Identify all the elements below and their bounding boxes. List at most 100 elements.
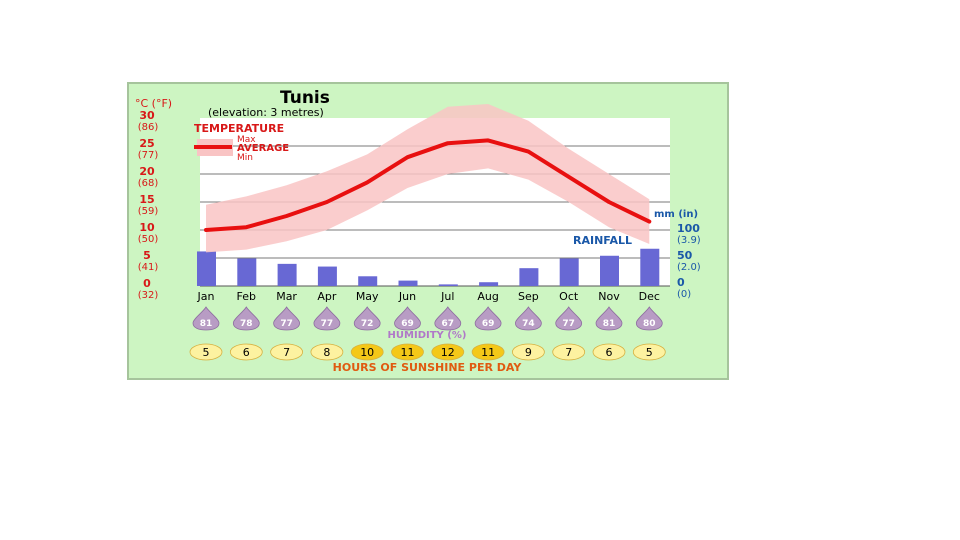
month-label: Jun [398, 290, 416, 303]
rainfall-bars [197, 248, 660, 286]
month-label: Nov [598, 290, 620, 303]
humidity-value: 81 [603, 319, 616, 329]
legend-max: Max [237, 135, 256, 145]
sunshine-label: HOURS OF SUNSHINE PER DAY [333, 361, 523, 374]
rainfall-bar [398, 280, 418, 286]
temperature-axis-ticks: 30(86) 25(77) 20(68) 15(59) 10(50) 5(41) 0(32) [138, 109, 159, 301]
humidity-row: 81 78 77 77 72 69 67 69 74 77 81 80 [192, 306, 663, 331]
sunshine-disc [270, 343, 304, 361]
temperature-legend-title: TEMPERATURE [194, 122, 284, 135]
rainfall-bar [197, 251, 216, 286]
sunshine-disc [632, 343, 666, 361]
rainfall-axis-ticks: 100(3.9) 50(2.0) 0(0) [677, 222, 701, 300]
humidity-drop [595, 306, 623, 331]
humidity-value: 69 [482, 319, 495, 329]
rainfall-tick-in: (2.0) [677, 262, 701, 273]
rainfall-tick-in: (3.9) [677, 235, 701, 246]
chart-title: Tunis [280, 88, 330, 108]
temperature-point [647, 220, 651, 224]
month-label: Dec [639, 290, 660, 303]
humidity-value: 72 [361, 319, 374, 329]
sunshine-disc [431, 343, 465, 361]
sunshine-disc [189, 343, 223, 361]
humidity-drop [192, 306, 220, 331]
temperature-tick-c: 5 [143, 249, 151, 262]
humidity-label: HUMIDITY (%) [388, 330, 467, 341]
temperature-tick-c: 25 [139, 137, 154, 150]
month-labels: Jan Feb Mar Apr May Jun Jul Aug Sep Oct Nov Dec [197, 290, 660, 303]
humidity-drop [313, 306, 341, 331]
temperature-tick-c: 20 [139, 165, 155, 178]
rainfall-bar [237, 258, 257, 286]
temperature-point [567, 175, 571, 179]
temperature-tick-f: (59) [138, 206, 159, 217]
rainfall-bar [277, 263, 297, 286]
humidity-drop [434, 306, 462, 331]
humidity-drop [353, 306, 381, 331]
temperature-tick-f: (68) [138, 178, 159, 189]
temperature-point [446, 141, 450, 145]
temperature-point [244, 225, 248, 229]
rainfall-tick-in: (0) [677, 289, 691, 300]
legend-average: AVERAGE [237, 143, 289, 154]
month-label: Jan [197, 290, 215, 303]
humidity-drop [474, 306, 502, 331]
temperature-point [285, 214, 289, 218]
month-label: Apr [317, 290, 337, 303]
humidity-value: 77 [280, 319, 293, 329]
temperature-point [406, 155, 409, 159]
sunshine-value: 11 [481, 346, 495, 359]
sunshine-value: 8 [323, 346, 330, 359]
rainfall-bar [519, 268, 539, 286]
sunshine-value: 7 [565, 346, 572, 359]
humidity-drop [273, 306, 301, 331]
temperature-point [204, 228, 208, 232]
humidity-value: 77 [321, 319, 334, 329]
temperature-point [526, 150, 530, 154]
humidity-drop [635, 306, 663, 331]
humidity-drop [514, 306, 542, 331]
temperature-tick-c: 0 [143, 277, 151, 290]
temperature-tick-c: 15 [139, 193, 154, 206]
rainfall-bar [479, 282, 499, 286]
sunshine-value: 7 [283, 346, 290, 359]
legend-min: Min [237, 153, 253, 163]
sunshine-disc [592, 343, 626, 361]
month-label: May [356, 290, 379, 303]
month-label: Sep [518, 290, 539, 303]
temperature-tick-f: (41) [138, 262, 159, 273]
month-label: Mar [276, 290, 297, 303]
temperature-points [204, 138, 651, 232]
temperature-tick-f: (77) [138, 150, 159, 161]
sunshine-disc [471, 343, 505, 361]
rainfall-tick-mm: 0 [677, 276, 685, 289]
temperature-tick-f: (32) [138, 290, 159, 301]
temperature-point [486, 138, 490, 142]
month-label: Feb [237, 290, 256, 303]
rainfall-bar [358, 276, 378, 286]
month-label: Jul [440, 290, 454, 303]
sunshine-value: 5 [646, 346, 653, 359]
humidity-drop [555, 306, 583, 331]
rainfall-tick-mm: 100 [677, 222, 700, 235]
temperature-average-line [204, 138, 652, 232]
sunshine-value: 6 [606, 346, 613, 359]
humidity-value: 69 [401, 319, 414, 329]
sunshine-disc [229, 343, 263, 361]
humidity-value: 77 [562, 319, 575, 329]
rainfall-bar [438, 284, 458, 286]
humidity-value: 80 [643, 319, 656, 329]
subtitle-backing [205, 103, 405, 117]
rainfall-tick-mm: 50 [677, 249, 693, 262]
temperature-tick-c: 10 [139, 221, 155, 234]
temperature-axis-label: °C (°F) [135, 97, 172, 110]
rainfall-axis-label: mm (in) [654, 209, 698, 220]
humidity-drop [394, 306, 421, 331]
sunshine-disc [512, 343, 545, 361]
rainfall-bar [317, 266, 337, 286]
rainfall-label: RAINFALL [573, 234, 632, 247]
rainfall-bar [600, 255, 619, 286]
sunshine-value: 5 [203, 346, 210, 359]
temperature-range-band [206, 104, 650, 253]
